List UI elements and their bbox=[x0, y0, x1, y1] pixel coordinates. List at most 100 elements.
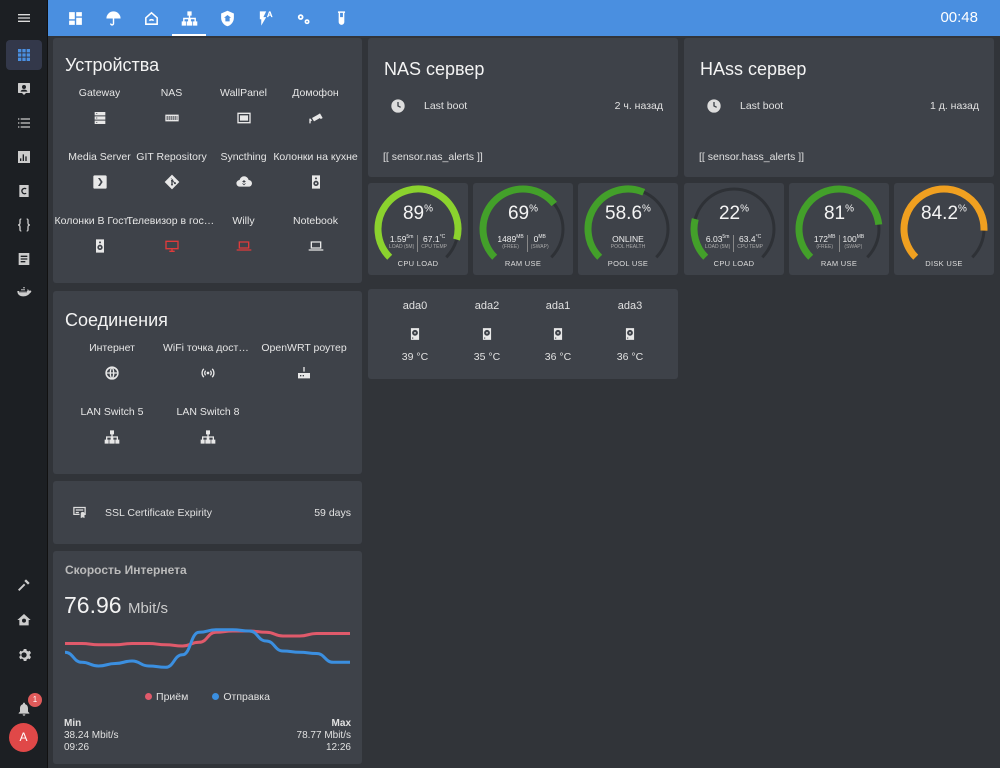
laptop-icon bbox=[308, 229, 324, 263]
entity-name: Willy bbox=[232, 215, 255, 227]
gauge-value: 69% bbox=[507, 203, 539, 224]
disk-name: ada3 bbox=[617, 300, 643, 312]
notification-badge: 1 bbox=[28, 693, 42, 707]
gauge-label: DISK USE bbox=[925, 259, 963, 268]
gauge-details: ONLINE POOL HEALTH bbox=[610, 234, 646, 250]
disk-name: ada0 bbox=[402, 300, 428, 312]
ccleaner-icon bbox=[19, 185, 29, 197]
harddisk-icon bbox=[380, 326, 450, 342]
disk-ada1[interactable]: ada1 36 °C bbox=[523, 289, 593, 363]
entity-tablet[interactable]: WallPanel bbox=[208, 87, 280, 151]
clock: 00:48 bbox=[940, 9, 978, 26]
entity-name: GIT Repository bbox=[136, 151, 207, 163]
harddisk-icon bbox=[523, 326, 593, 342]
gauge-details: 1489MB (FREE) 0MB (SWAP) bbox=[497, 234, 549, 252]
gauge-label: CPU LOAD bbox=[397, 259, 439, 268]
nas-icon bbox=[164, 101, 180, 135]
tab-settings[interactable] bbox=[284, 0, 322, 36]
gauge-details: 1.595m LOAD (5M) 67.1°C CPU TEMP bbox=[388, 234, 448, 252]
boot-label[interactable]: Last boot bbox=[740, 100, 784, 112]
ssl-card[interactable]: SSL Certificate Expirity 59 days bbox=[53, 481, 362, 544]
sidebar-item-logbook[interactable] bbox=[6, 108, 42, 138]
menu-button[interactable] bbox=[0, 0, 47, 36]
card-title: HAss сервер bbox=[700, 59, 807, 79]
harddisk-icon bbox=[452, 326, 522, 342]
entity-git[interactable]: GIT Repository bbox=[136, 151, 208, 215]
sidebar-item-map[interactable] bbox=[6, 74, 42, 104]
gauge-pool-use[interactable]: 58.6% ONLINE POOL HEALTH POOL USE bbox=[578, 183, 678, 275]
card-title: Устройства bbox=[65, 55, 160, 75]
sidebar-item-code[interactable] bbox=[6, 210, 42, 240]
sidebar-item-overview[interactable] bbox=[6, 40, 42, 70]
entity-nas[interactable]: NAS bbox=[136, 87, 208, 151]
speed-max: Max 78.77 Mbit/s 12:26 bbox=[297, 718, 351, 754]
rx-line bbox=[65, 629, 350, 648]
legend-rx[interactable]: Приём bbox=[145, 691, 188, 703]
gauge-value: 89% bbox=[402, 203, 434, 224]
network-icon bbox=[181, 10, 197, 26]
tab-automations[interactable] bbox=[246, 0, 284, 36]
speed-unit: Mbit/s bbox=[127, 600, 168, 617]
entity-speaker[interactable]: Колонки на кухне bbox=[273, 151, 358, 215]
sidebar-item-supervisor[interactable] bbox=[6, 605, 42, 635]
entity-name: Интернет bbox=[89, 342, 135, 354]
tab-home[interactable] bbox=[132, 0, 170, 36]
notifications-button[interactable]: 1 bbox=[6, 693, 42, 724]
speed-legend: Приём Отправка bbox=[53, 691, 362, 703]
avatar[interactable]: A bbox=[9, 723, 38, 752]
entity-name: WiFi точка доступа bbox=[163, 342, 253, 354]
nas-server-card: NAS сервер Last boot 2 ч. назад [[ senso… bbox=[368, 38, 678, 177]
tab-security[interactable] bbox=[208, 0, 246, 36]
internet-speed-card[interactable]: Скорость Интернета 76.96 Mbit/s Приём От… bbox=[53, 551, 362, 764]
entity-cctv[interactable]: Домофон bbox=[280, 87, 352, 151]
sidebar-item-history[interactable] bbox=[6, 142, 42, 172]
gauge-label: RAM USE bbox=[820, 259, 858, 268]
entity-plex[interactable]: Media Server bbox=[64, 151, 136, 215]
sidebar-item-log[interactable] bbox=[6, 244, 42, 274]
entity-web[interactable]: Интернет bbox=[64, 342, 160, 406]
gauge-cpu-load[interactable]: 89% 1.595m LOAD (5M) 67.1°C CPU TEMP CPU LOAD bbox=[368, 183, 468, 275]
boot-label[interactable]: Last boot bbox=[424, 100, 468, 112]
tab-weather[interactable] bbox=[94, 0, 132, 36]
gauge-ram-use[interactable]: 81% 172MB (FREE) 100MB (SWAP) RAM USE bbox=[789, 183, 889, 275]
plex-icon bbox=[92, 165, 108, 199]
entity-cloud-sync[interactable]: Syncthing bbox=[208, 151, 280, 215]
gauge-disk-use[interactable]: 84.2% DISK USE bbox=[894, 183, 994, 275]
boot-value: 2 ч. назад bbox=[614, 100, 663, 112]
entity-name: NAS bbox=[160, 87, 183, 99]
sidebar-item-settings[interactable] bbox=[6, 640, 42, 670]
legend-tx[interactable]: Отправка bbox=[212, 691, 270, 703]
gauge-label: RAM USE bbox=[504, 259, 542, 268]
disk-ada2[interactable]: ada2 35 °C bbox=[452, 289, 522, 363]
tab-network[interactable] bbox=[170, 0, 208, 36]
gauge-cpu-load[interactable]: 22% 6.035m LOAD (5M) 63.4°C CPU TEMP CPU LOAD bbox=[684, 183, 784, 275]
alerts-text: [[ sensor.nas_alerts ]] bbox=[383, 151, 483, 163]
disk-ada0[interactable]: ada0 39 °C bbox=[380, 289, 450, 363]
tab-dashboard[interactable] bbox=[56, 0, 94, 36]
code-braces-icon bbox=[17, 218, 31, 232]
gauge-ram-use[interactable]: 69% 1489MB (FREE) 0MB (SWAP) RAM USE bbox=[473, 183, 573, 275]
sidebar-item-ccleaner[interactable] bbox=[6, 176, 42, 206]
tab-lab[interactable] bbox=[322, 0, 360, 36]
dashboard-icon bbox=[68, 11, 82, 25]
clock-icon bbox=[707, 99, 721, 113]
entity-laptop[interactable]: Willy bbox=[208, 215, 280, 279]
sidebar-item-developer-tools[interactable] bbox=[6, 570, 42, 600]
sidebar-item-docker[interactable] bbox=[6, 278, 42, 308]
disk-name: ada2 bbox=[474, 300, 500, 312]
entity-wifi-access-point[interactable]: WiFi точка доступа bbox=[160, 342, 256, 406]
git-icon bbox=[164, 165, 180, 199]
entity-name: Телевизор в гостиной bbox=[126, 215, 217, 227]
entity-lan[interactable]: LAN Switch 8 bbox=[160, 406, 256, 470]
legend-tx-dot bbox=[212, 693, 220, 700]
entity-server[interactable]: Gateway bbox=[64, 87, 136, 151]
max-label: Max bbox=[331, 718, 351, 729]
entity-lan[interactable]: LAN Switch 5 bbox=[64, 406, 160, 470]
ssl-label: SSL Certificate Expirity bbox=[105, 507, 212, 519]
entity-tv[interactable]: Телевизор в гостиной bbox=[127, 215, 217, 279]
entity-laptop[interactable]: Notebook bbox=[280, 215, 352, 279]
home-automation-icon bbox=[144, 11, 158, 25]
disk-ada3[interactable]: ada3 36 °C bbox=[595, 289, 665, 363]
entity-speaker[interactable]: Колонки В Гостиной bbox=[55, 215, 145, 279]
entity-router[interactable]: OpenWRT роутер bbox=[256, 342, 352, 406]
